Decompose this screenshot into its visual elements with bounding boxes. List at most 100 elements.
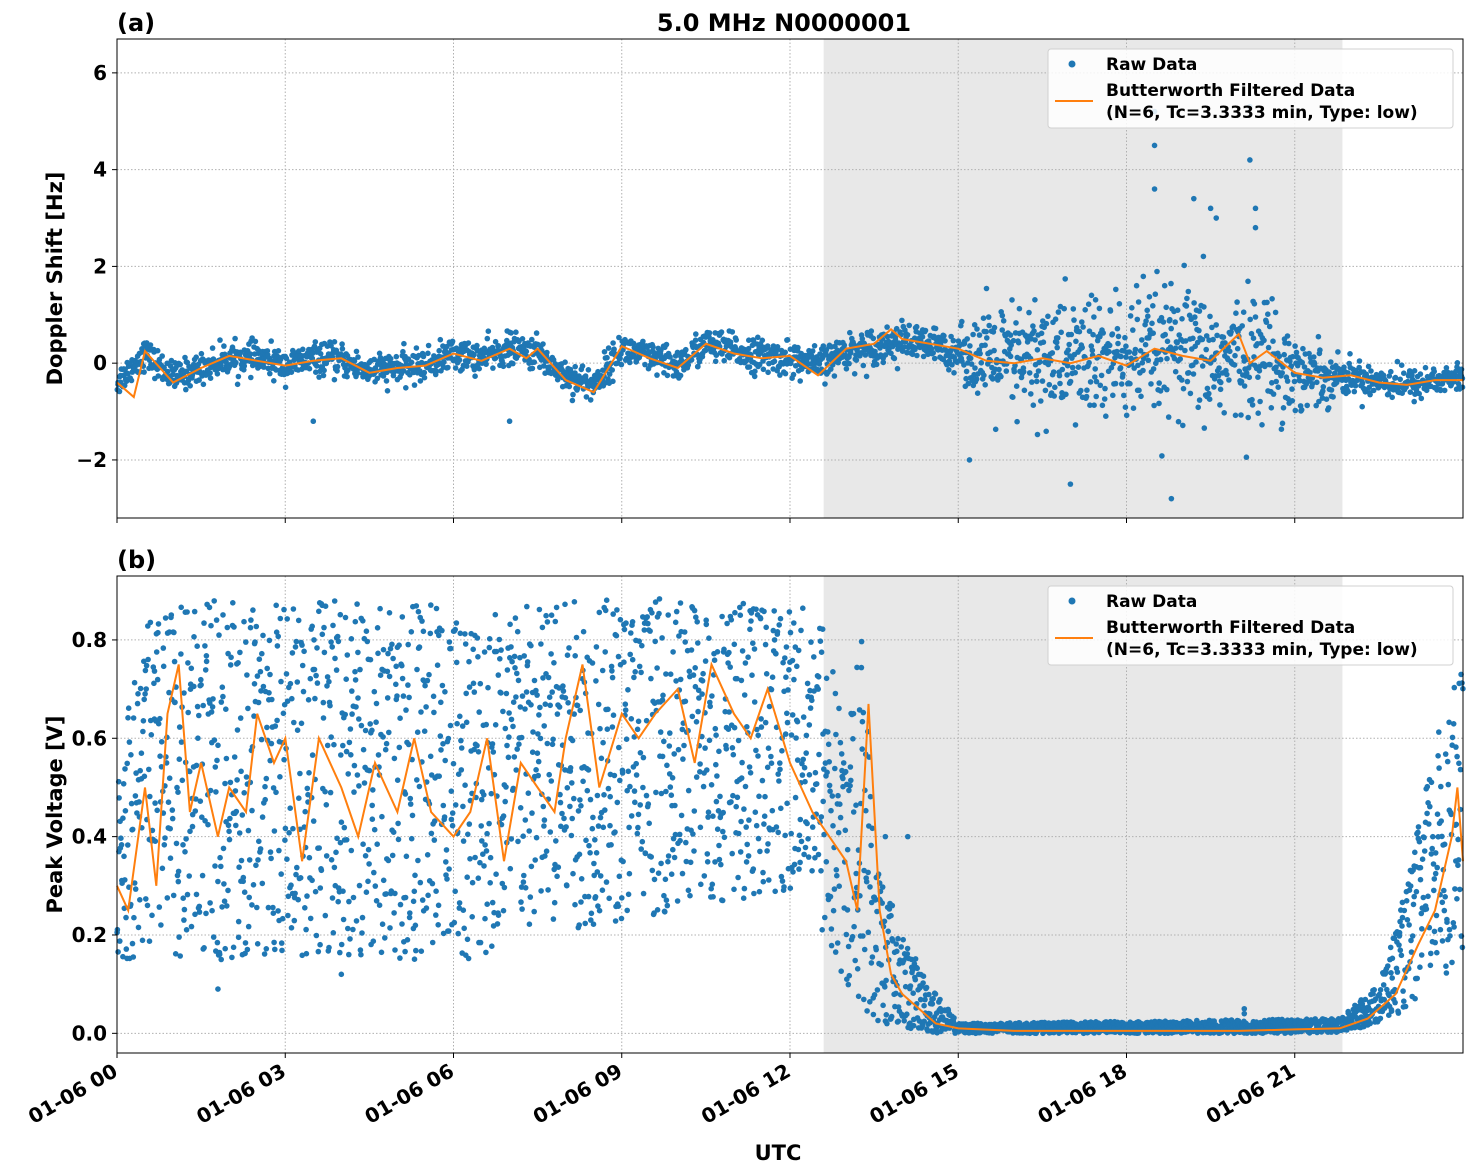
raw-data-point — [604, 726, 611, 732]
raw-data-point — [661, 738, 667, 745]
raw-data-point — [1418, 395, 1425, 402]
raw-data-point — [885, 928, 891, 935]
raw-data-point — [656, 596, 663, 602]
raw-data-point — [663, 671, 669, 677]
raw-data-point — [1061, 305, 1067, 312]
raw-data-point — [533, 767, 539, 773]
raw-data-point — [141, 696, 147, 703]
raw-data-point — [475, 749, 482, 755]
raw-data-point — [830, 907, 837, 914]
raw-data-point — [571, 795, 577, 802]
raw-data-point — [664, 372, 671, 379]
raw-data-point — [782, 832, 788, 839]
raw-data-point — [431, 709, 437, 716]
raw-data-point — [437, 336, 444, 343]
raw-data-point — [307, 915, 314, 922]
raw-data-point — [574, 702, 581, 709]
raw-data-point — [441, 814, 448, 820]
raw-data-point — [514, 746, 520, 752]
raw-data-point — [326, 678, 332, 685]
raw-data-point — [672, 802, 678, 809]
raw-data-point — [320, 372, 327, 379]
raw-data-point — [789, 657, 796, 664]
raw-data-point — [838, 968, 844, 974]
raw-data-point — [414, 729, 421, 735]
raw-data-point — [274, 643, 281, 649]
raw-data-point — [808, 639, 814, 645]
raw-data-point — [295, 617, 302, 624]
raw-data-point — [577, 707, 583, 714]
raw-data-point — [1135, 299, 1142, 305]
raw-data-point — [795, 647, 802, 654]
raw-data-point — [173, 840, 180, 847]
raw-data-point — [576, 922, 582, 928]
raw-data-point — [449, 338, 456, 345]
raw-data-point — [1149, 320, 1155, 327]
raw-data-point — [1204, 385, 1211, 392]
raw-data-point — [1214, 332, 1220, 339]
raw-data-point — [244, 946, 251, 953]
raw-data-point — [974, 326, 980, 332]
raw-data-point — [448, 645, 454, 652]
raw-data-point — [481, 649, 488, 655]
raw-data-point — [291, 719, 297, 726]
raw-data-point — [1072, 422, 1079, 428]
raw-data-point — [1249, 402, 1256, 408]
raw-data-point — [746, 764, 753, 770]
raw-data-point — [973, 376, 980, 382]
raw-data-point — [1359, 403, 1365, 410]
raw-data-point — [766, 877, 772, 883]
raw-data-point — [446, 639, 453, 645]
raw-data-point — [320, 715, 327, 721]
raw-data-point — [895, 1018, 902, 1025]
raw-data-point — [1082, 307, 1088, 313]
raw-data-point — [1299, 359, 1305, 366]
raw-data-point — [339, 341, 345, 347]
raw-data-point — [147, 342, 154, 348]
raw-data-point — [648, 675, 654, 682]
raw-data-point — [603, 597, 610, 603]
raw-data-point — [1226, 377, 1232, 383]
raw-data-point — [1213, 322, 1219, 328]
raw-data-point — [615, 903, 622, 909]
raw-data-point — [982, 342, 988, 349]
raw-data-point — [587, 850, 593, 856]
raw-data-point — [932, 325, 939, 332]
raw-data-point — [155, 629, 161, 636]
raw-data-point — [322, 788, 328, 795]
raw-data-point — [489, 741, 496, 747]
raw-data-point — [371, 826, 378, 833]
raw-data-point — [1093, 393, 1099, 400]
raw-data-point — [1096, 305, 1103, 312]
raw-data-point — [1152, 291, 1159, 298]
raw-data-point — [1091, 402, 1097, 409]
raw-data-point — [331, 339, 338, 345]
raw-data-point — [790, 371, 797, 378]
raw-data-point — [775, 829, 781, 836]
raw-data-point — [1056, 372, 1063, 379]
raw-data-point — [607, 793, 613, 800]
raw-data-point — [791, 676, 797, 683]
raw-data-point — [546, 364, 553, 370]
raw-data-point — [631, 788, 638, 794]
raw-data-point — [537, 735, 544, 742]
raw-data-point — [462, 782, 468, 788]
raw-data-point — [362, 727, 369, 734]
raw-data-point — [555, 864, 562, 870]
raw-data-point — [870, 1011, 877, 1018]
raw-data-point — [1007, 353, 1014, 360]
raw-data-point — [533, 834, 540, 841]
raw-data-point — [1129, 305, 1135, 311]
raw-data-point — [236, 830, 243, 836]
raw-data-point — [503, 784, 509, 790]
raw-data-point — [553, 838, 559, 844]
raw-data-point — [1233, 310, 1239, 317]
raw-data-point — [609, 724, 616, 730]
raw-data-point — [234, 727, 241, 733]
raw-data-point — [567, 367, 574, 374]
raw-data-point — [706, 737, 713, 744]
raw-data-point — [309, 752, 316, 758]
raw-data-point — [751, 699, 758, 705]
raw-data-point — [131, 914, 137, 921]
raw-data-point — [569, 815, 575, 822]
